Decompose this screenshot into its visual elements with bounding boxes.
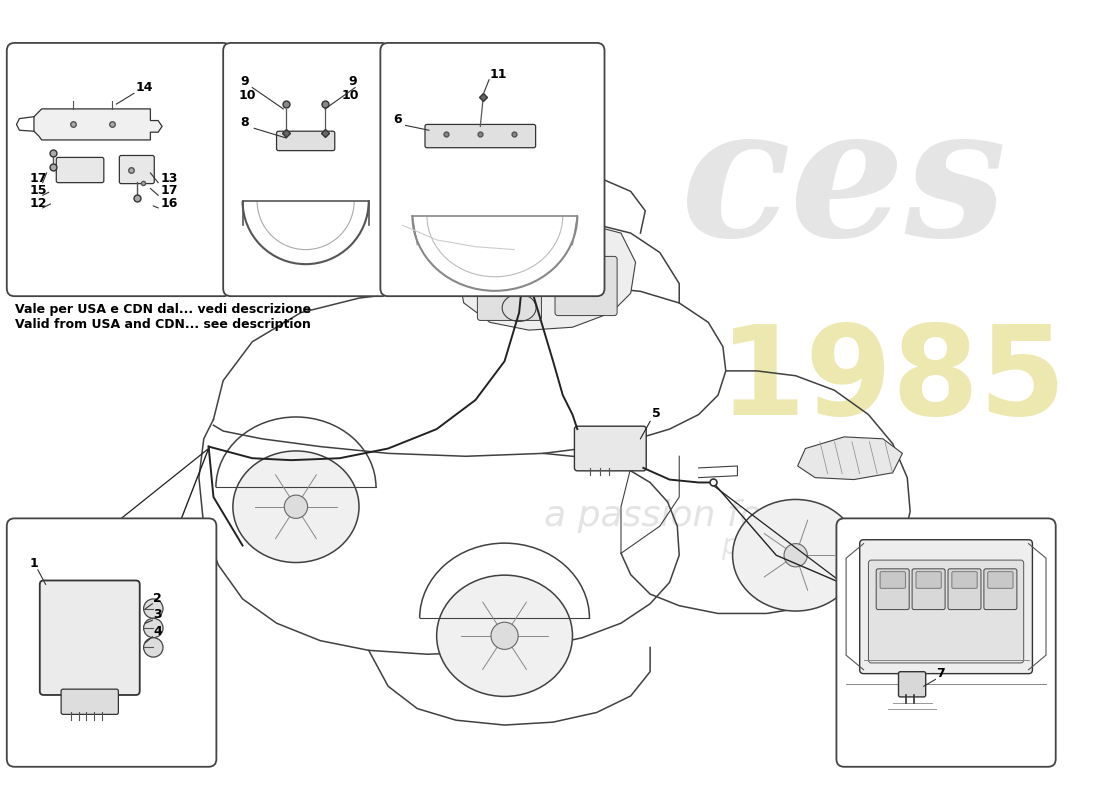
- FancyBboxPatch shape: [952, 572, 977, 588]
- FancyBboxPatch shape: [880, 572, 905, 588]
- Text: 9: 9: [241, 74, 250, 88]
- Text: Vale per USA e CDN dal... vedi descrizione: Vale per USA e CDN dal... vedi descrizio…: [14, 303, 310, 316]
- Text: 15: 15: [29, 184, 46, 198]
- Ellipse shape: [233, 451, 359, 562]
- Text: 2: 2: [153, 592, 162, 605]
- Text: 14: 14: [135, 82, 153, 94]
- FancyBboxPatch shape: [40, 581, 140, 695]
- Text: 17: 17: [161, 184, 177, 198]
- Text: 6: 6: [393, 114, 402, 126]
- FancyBboxPatch shape: [983, 569, 1016, 610]
- Text: 12: 12: [29, 197, 46, 210]
- Polygon shape: [34, 109, 162, 140]
- Polygon shape: [798, 437, 902, 479]
- Text: 9: 9: [349, 74, 358, 88]
- Text: 5: 5: [652, 407, 661, 421]
- FancyBboxPatch shape: [868, 560, 1024, 663]
- Text: 11: 11: [490, 68, 507, 81]
- FancyBboxPatch shape: [574, 426, 646, 471]
- Text: 1985: 1985: [718, 320, 1067, 441]
- Polygon shape: [458, 221, 636, 330]
- FancyBboxPatch shape: [916, 572, 942, 588]
- FancyBboxPatch shape: [276, 131, 334, 150]
- Circle shape: [144, 618, 163, 638]
- FancyBboxPatch shape: [425, 125, 536, 148]
- Text: 8: 8: [241, 116, 250, 130]
- FancyBboxPatch shape: [877, 569, 910, 610]
- FancyBboxPatch shape: [7, 43, 231, 296]
- Circle shape: [144, 599, 163, 618]
- Text: 7: 7: [936, 666, 945, 679]
- FancyBboxPatch shape: [836, 518, 1056, 766]
- Text: 4: 4: [153, 625, 162, 638]
- Circle shape: [144, 638, 163, 657]
- Circle shape: [784, 544, 807, 567]
- FancyBboxPatch shape: [948, 569, 981, 610]
- FancyBboxPatch shape: [912, 569, 945, 610]
- FancyBboxPatch shape: [119, 155, 154, 184]
- Ellipse shape: [733, 499, 859, 611]
- FancyBboxPatch shape: [7, 518, 217, 766]
- FancyBboxPatch shape: [860, 540, 1033, 674]
- Text: 3: 3: [153, 608, 162, 622]
- Text: Valid from USA and CDN... see description: Valid from USA and CDN... see descriptio…: [14, 318, 310, 331]
- Text: 17: 17: [29, 172, 46, 185]
- Text: 13: 13: [161, 172, 177, 185]
- Text: a passion for: a passion for: [543, 499, 777, 534]
- Circle shape: [491, 622, 518, 650]
- FancyBboxPatch shape: [899, 672, 926, 697]
- Ellipse shape: [437, 575, 572, 697]
- Text: 10: 10: [239, 90, 256, 102]
- Text: parts: parts: [722, 531, 792, 559]
- FancyBboxPatch shape: [477, 262, 541, 321]
- FancyBboxPatch shape: [56, 158, 103, 182]
- FancyBboxPatch shape: [223, 43, 389, 296]
- Circle shape: [284, 495, 308, 518]
- FancyBboxPatch shape: [62, 689, 119, 714]
- Text: 10: 10: [341, 90, 359, 102]
- Text: ces: ces: [681, 98, 1008, 274]
- Text: 1: 1: [29, 557, 37, 570]
- FancyBboxPatch shape: [988, 572, 1013, 588]
- Text: 16: 16: [161, 197, 177, 210]
- FancyBboxPatch shape: [556, 256, 617, 315]
- FancyBboxPatch shape: [381, 43, 605, 296]
